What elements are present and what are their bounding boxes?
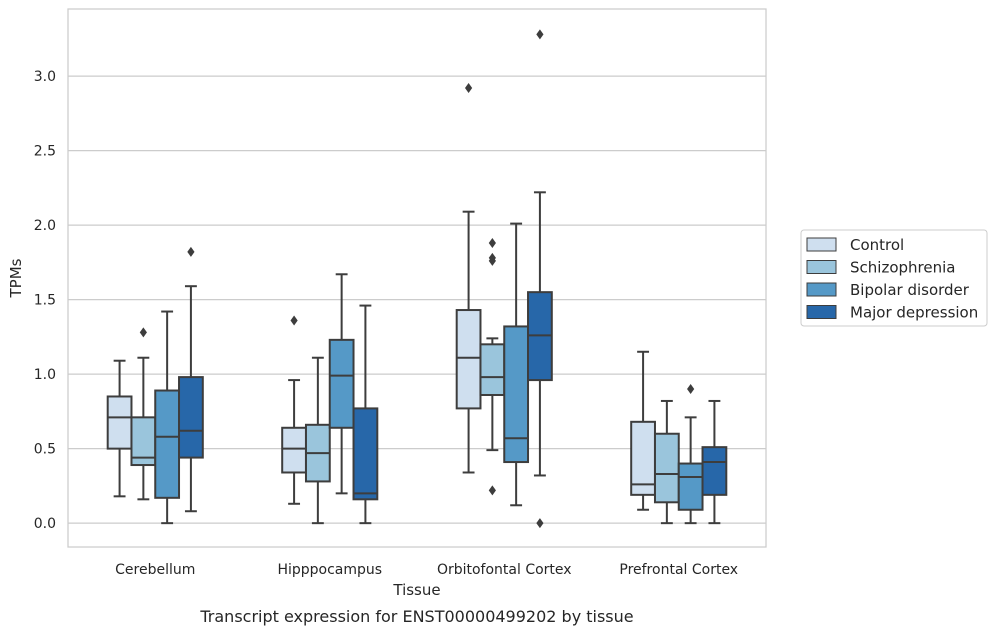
y-tick-label: 0.0	[34, 516, 56, 532]
plot-frame	[67, 8, 767, 548]
legend-swatch	[806, 260, 837, 274]
x-axis-ticks: Cerebellum Hipppocampus Orbitofontal Corte…	[115, 562, 738, 578]
y-tick-label: 1.5	[34, 293, 56, 309]
box-plot	[352, 304, 379, 525]
outlier-point	[488, 237, 496, 248]
legend-swatch	[806, 237, 837, 252]
box-plot	[281, 315, 307, 505]
legend-frame	[800, 229, 988, 327]
legend-label: Bipolar disorder	[850, 281, 970, 299]
legend-swatch	[806, 305, 837, 319]
outlier-point	[488, 255, 496, 266]
box-iqr	[677, 462, 704, 511]
box-iqr	[479, 343, 506, 396]
legend: Control Schizophrenia Bipolar disorder Majo…	[800, 229, 988, 327]
outlier-point	[290, 315, 298, 326]
y-tick-label: 2.0	[34, 218, 56, 234]
box-iqr	[281, 426, 307, 474]
box-plot	[503, 222, 530, 507]
box-iqr	[328, 338, 355, 429]
box-plot	[701, 399, 728, 525]
box-plot	[130, 327, 157, 501]
legend-label: Schizophrenia	[850, 259, 955, 277]
outlier-point	[464, 82, 473, 93]
box-plot	[178, 246, 204, 513]
outlier-point	[139, 327, 147, 338]
box-iqr	[455, 309, 482, 410]
box-iqr	[154, 389, 181, 499]
box-plot	[527, 29, 553, 529]
outlier-point	[187, 246, 195, 257]
box-plot	[479, 237, 506, 496]
box-iqr	[701, 446, 728, 496]
chart-caption: Transcript expression for ENST0000049920…	[199, 607, 633, 626]
y-tick-label: 2.5	[34, 144, 56, 160]
legend-label: Control	[850, 236, 904, 254]
outlier-point	[687, 384, 695, 395]
x-tick-label: Prefrontal Cortex	[619, 562, 738, 578]
outlier-point	[536, 518, 544, 529]
y-tick-label: 0.5	[34, 442, 56, 458]
x-tick-label: Orbitofontal Cortex	[437, 562, 572, 578]
y-axis-label: TPMs	[7, 258, 25, 298]
box-plot	[455, 82, 482, 474]
y-axis-ticks: 0.0 0.5 1.0 1.5 2.0 2.5 3.0	[34, 69, 56, 532]
box-iqr	[503, 325, 530, 464]
box-iqr	[352, 407, 379, 501]
outlier-point	[536, 29, 544, 40]
box-iqr	[653, 432, 680, 504]
y-tick-label: 3.0	[34, 69, 56, 85]
x-tick-label: Cerebellum	[115, 562, 195, 578]
legend-label: Major depression	[850, 304, 978, 322]
box-plot	[304, 356, 331, 525]
box-series	[106, 29, 728, 529]
y-tick-label: 1.0	[34, 367, 56, 383]
box-iqr	[178, 376, 204, 459]
box-iqr	[106, 395, 133, 450]
legend-swatch	[806, 282, 837, 297]
x-tick-label: Hipppocampus	[277, 562, 382, 578]
x-axis-label: Tissue	[392, 581, 440, 599]
box-plot	[630, 350, 656, 511]
box-plot	[328, 273, 355, 495]
outlier-point	[488, 485, 496, 496]
